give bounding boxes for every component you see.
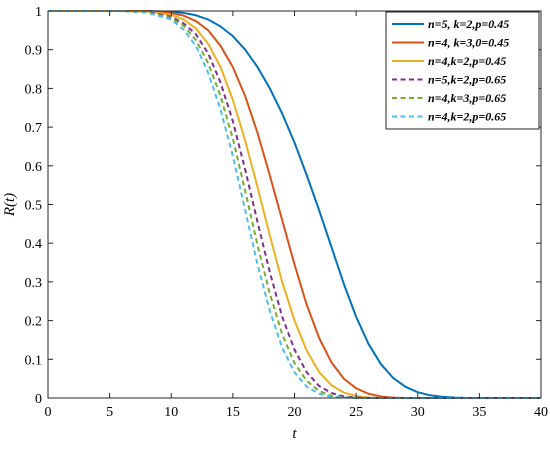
x-tick-label: 0 (45, 405, 52, 420)
x-tick-label: 20 (288, 405, 302, 420)
y-tick-label: 0.9 (25, 44, 43, 59)
y-tick-label: 0.8 (25, 82, 43, 97)
y-tick-label: 0 (35, 392, 42, 407)
ticks-layer: 0 5 10 15 20 25 30 35 40 0 0.1 0.2 0.3 0.4 0.5 0.6 0.7 0.… (25, 5, 549, 420)
y-tick-label: 0.4 (25, 237, 43, 252)
legend-label-5: n=4,k=3,p=0.65 (428, 91, 506, 105)
y-tick-label: 0.1 (25, 353, 43, 368)
y-axis-label: R(t) (2, 193, 18, 217)
y-tick-label: 0.3 (25, 276, 43, 291)
y-tick-label: 0.7 (25, 121, 43, 136)
legend-label-3: n=4,k=2,p=0.45 (428, 54, 506, 68)
x-tick-label: 10 (164, 405, 178, 420)
legend-label-2: n=4, k=3,0=0.45 (428, 36, 509, 50)
x-tick-label: 25 (349, 405, 363, 420)
x-axis-label: t (292, 426, 297, 442)
legend-label-1: n=5, k=2,p=0.45 (428, 17, 509, 31)
legend-box (385, 11, 540, 130)
x-tick-label: 15 (226, 405, 240, 420)
x-tick-label: 30 (411, 405, 425, 420)
legend: n=5, k=2,p=0.45 n=4, k=3,0=0.45 n=4,k=2,p=… (385, 11, 540, 130)
legend-label-6: n=4,k=2,p=0.65 (428, 110, 506, 124)
y-tick-label: 0.5 (25, 199, 43, 214)
y-tick-label: 1 (35, 5, 42, 20)
y-tick-label: 0.2 (25, 315, 43, 330)
x-tick-label: 5 (106, 405, 113, 420)
x-tick-label: 40 (534, 405, 548, 420)
y-tick-label: 0.6 (25, 160, 43, 175)
legend-label-4: n=5,k=2,p=0.65 (428, 73, 506, 87)
x-tick-label: 35 (472, 405, 486, 420)
